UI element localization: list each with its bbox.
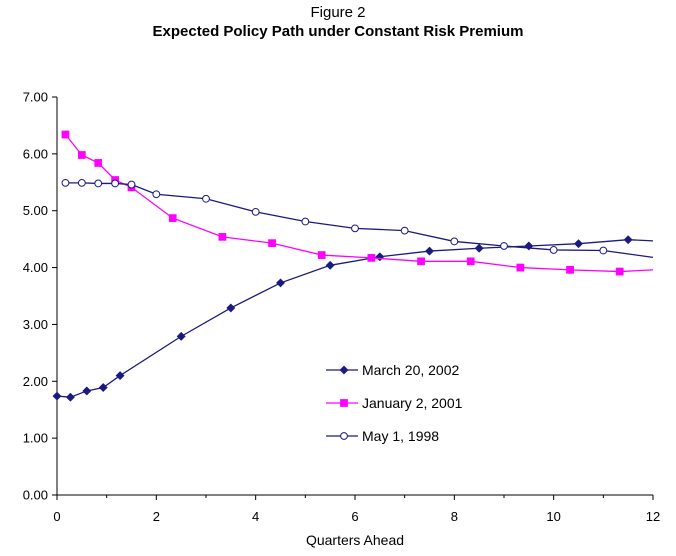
data-point [301, 217, 310, 226]
data-point [474, 243, 484, 253]
data-point [516, 263, 525, 272]
data-point [65, 392, 75, 402]
data-point [268, 239, 276, 247]
data-point [251, 207, 260, 216]
series-line [65, 182, 654, 258]
data-point [127, 180, 136, 189]
data-point [466, 257, 475, 266]
data-point [176, 331, 186, 341]
data-point [61, 130, 70, 139]
data-point [351, 224, 359, 233]
x-tick-label: 2 [153, 509, 160, 524]
y-tick-label: 2.00 [23, 374, 48, 389]
series-line [64, 134, 654, 273]
data-point [61, 178, 70, 187]
legend-marker [340, 432, 348, 440]
data-point [52, 391, 62, 401]
legend-item: March 20, 2002 [326, 362, 459, 378]
legend-marker [339, 365, 349, 375]
series-group [61, 178, 654, 258]
legend-item: January 2, 2001 [326, 395, 463, 411]
data-point [450, 237, 459, 246]
data-point [400, 226, 409, 235]
data-point [168, 214, 177, 222]
data-point [615, 267, 624, 276]
y-tick-label: 6.00 [23, 146, 48, 161]
legend-label: May 1, 1998 [362, 428, 439, 444]
series-group [52, 235, 654, 402]
y-tick-label: 0.00 [23, 488, 48, 503]
data-point [573, 239, 584, 249]
series-line [56, 239, 654, 398]
y-tick-label: 3.00 [23, 317, 48, 332]
x-tick-label: 8 [451, 509, 458, 524]
data-point [77, 178, 86, 187]
data-point [226, 303, 236, 313]
legend-item: May 1, 1998 [326, 428, 439, 444]
data-point [94, 179, 103, 188]
data-point [94, 159, 103, 167]
legend-label: March 20, 2002 [362, 362, 459, 378]
y-tick-label: 1.00 [23, 431, 48, 446]
data-point [202, 194, 210, 203]
data-point [98, 382, 108, 393]
x-tick-label: 6 [351, 509, 358, 524]
data-point [424, 246, 435, 256]
data-point [623, 235, 633, 245]
data-point [325, 260, 335, 270]
data-point [566, 265, 574, 274]
data-point [500, 242, 508, 250]
data-point [317, 251, 326, 259]
series-group [61, 130, 654, 276]
data-point [218, 233, 227, 241]
data-point [77, 151, 86, 159]
y-tick-label: 4.00 [23, 260, 48, 275]
x-tick-label: 0 [53, 509, 60, 524]
data-point [599, 246, 608, 255]
data-point [367, 254, 376, 262]
chart-title: Figure 2 [310, 4, 366, 21]
chart-axes: 0.00 1.00 2.00 3.00 4.00 5.00 6.00 7.00 0 2 4 6 8 10 1… [23, 90, 661, 525]
data-point [82, 386, 92, 396]
y-tick-label: 7.00 [23, 90, 48, 105]
x-tick-label: 12 [646, 509, 660, 524]
data-point [524, 241, 534, 251]
data-point [375, 252, 385, 262]
x-axis-title: Quarters Ahead [306, 532, 404, 548]
data-point [152, 190, 161, 199]
data-point [115, 371, 125, 381]
chart-legend: March 20, 2002 January 2, 2001 May 1, 1998 [326, 362, 463, 444]
data-point [111, 179, 120, 188]
data-point [417, 257, 425, 266]
x-tick-label: 4 [252, 509, 259, 524]
chart-subtitle: Expected Policy Path under Constant Risk… [152, 23, 524, 40]
chart-series-layer [52, 130, 654, 402]
x-tick-label: 10 [546, 509, 560, 524]
data-point [275, 278, 286, 288]
y-tick-label: 5.00 [23, 203, 48, 218]
data-point [549, 246, 558, 254]
legend-marker [340, 399, 348, 407]
legend-label: January 2, 2001 [362, 395, 463, 411]
